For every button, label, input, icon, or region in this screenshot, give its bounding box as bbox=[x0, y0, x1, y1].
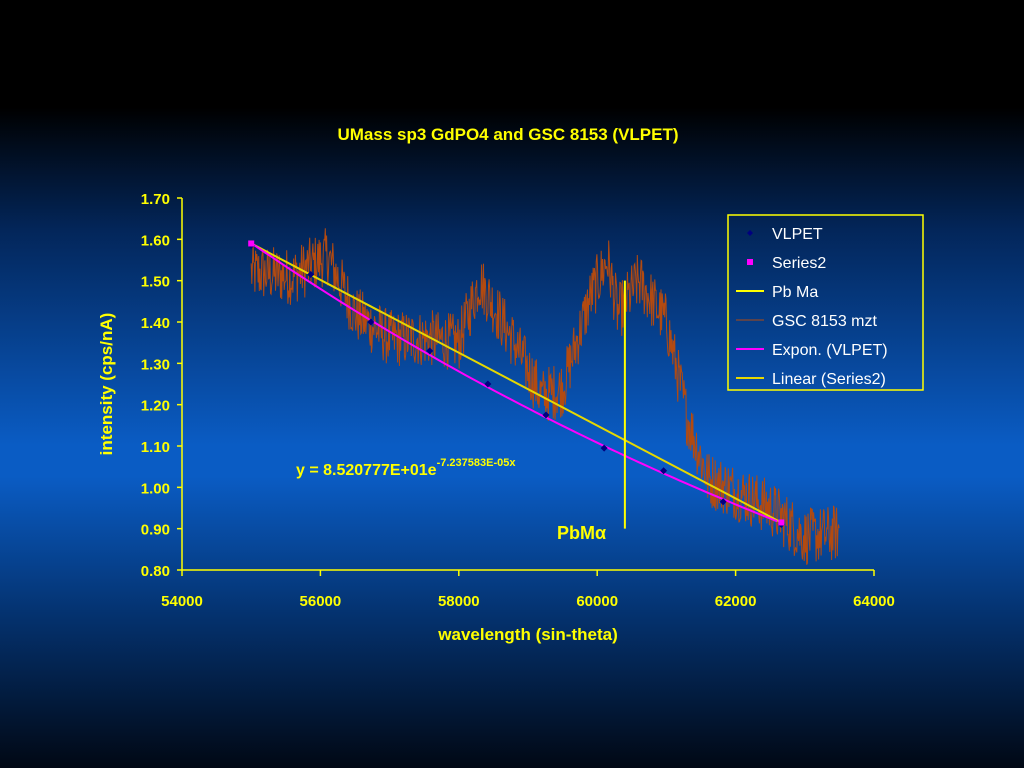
series-gsc-8153-mzt bbox=[250, 228, 840, 565]
y-tick-label: 1.10 bbox=[141, 439, 170, 456]
vlpet-point bbox=[660, 467, 668, 475]
x-tick-label: 56000 bbox=[300, 593, 342, 610]
series2-point bbox=[778, 519, 785, 526]
series2-point bbox=[248, 240, 255, 247]
x-tick-label: 64000 bbox=[853, 593, 895, 610]
plot-area bbox=[247, 228, 840, 565]
x-tick-label: 62000 bbox=[715, 593, 757, 610]
legend-label: VLPET bbox=[772, 226, 823, 243]
x-tick-label: 54000 bbox=[161, 593, 203, 610]
trendline-linear-series2 bbox=[250, 242, 782, 524]
y-tick-label: 1.40 bbox=[141, 315, 170, 332]
legend-label: Pb Ma bbox=[772, 284, 818, 301]
legend-label: Linear (Series2) bbox=[772, 371, 886, 388]
y-axis-label: intensity (cps/nA) bbox=[97, 313, 116, 456]
legend-label: GSC 8153 mzt bbox=[772, 313, 877, 330]
y-tick-label: 1.20 bbox=[141, 398, 170, 415]
vlpet-point bbox=[600, 444, 608, 452]
vlpet-point bbox=[367, 318, 375, 326]
x-ticks: 54000 56000 58000 60000 62000 64000 bbox=[161, 570, 895, 610]
trendline-equation: y = 8.520777E+01e-7.237583E-05x bbox=[296, 457, 516, 479]
y-tick-label: 0.90 bbox=[141, 522, 170, 539]
x-tick-label: 60000 bbox=[576, 593, 618, 610]
pb-ma-label: PbMα bbox=[557, 523, 606, 543]
axes: 0.80 0.90 1.00 1.10 1.20 1.30 1.40 1.50 1.60 1.70… bbox=[141, 191, 895, 610]
legend: VLPET Series2 Pb Ma GSC 8153 mzt Expon. (VLP… bbox=[727, 214, 924, 391]
legend-label: Expon. (VLPET) bbox=[772, 342, 888, 359]
x-tick-label: 58000 bbox=[438, 593, 480, 610]
vlpet-point bbox=[307, 270, 315, 278]
y-tick-label: 1.30 bbox=[141, 356, 170, 373]
y-tick-label: 1.60 bbox=[141, 232, 170, 249]
vlpet-point bbox=[542, 411, 550, 419]
x-axis-label: wavelength (sin-theta) bbox=[437, 625, 617, 644]
y-tick-label: 1.00 bbox=[141, 480, 170, 497]
y-ticks: 0.80 0.90 1.00 1.10 1.20 1.30 1.40 1.50 1.60 1.70 bbox=[141, 191, 182, 580]
vlpet-point bbox=[426, 347, 434, 355]
legend-swatch-series2 bbox=[747, 259, 753, 265]
y-tick-label: 1.50 bbox=[141, 274, 170, 291]
y-tick-label: 0.80 bbox=[141, 563, 170, 580]
chart-title: UMass sp3 GdPO4 and GSC 8153 (VLPET) bbox=[337, 125, 678, 144]
equation-exponent: -7.237583E-05x bbox=[437, 457, 517, 469]
vlpet-point bbox=[719, 498, 727, 506]
y-tick-label: 1.70 bbox=[141, 191, 170, 208]
equation-main: y = 8.520777E+01e bbox=[296, 462, 437, 479]
legend-box bbox=[727, 214, 924, 391]
vlpet-point bbox=[484, 380, 492, 388]
legend-label: Series2 bbox=[772, 255, 826, 272]
trendline-expon-vlpet bbox=[250, 242, 778, 523]
legend-swatch-vlpet bbox=[747, 230, 753, 236]
